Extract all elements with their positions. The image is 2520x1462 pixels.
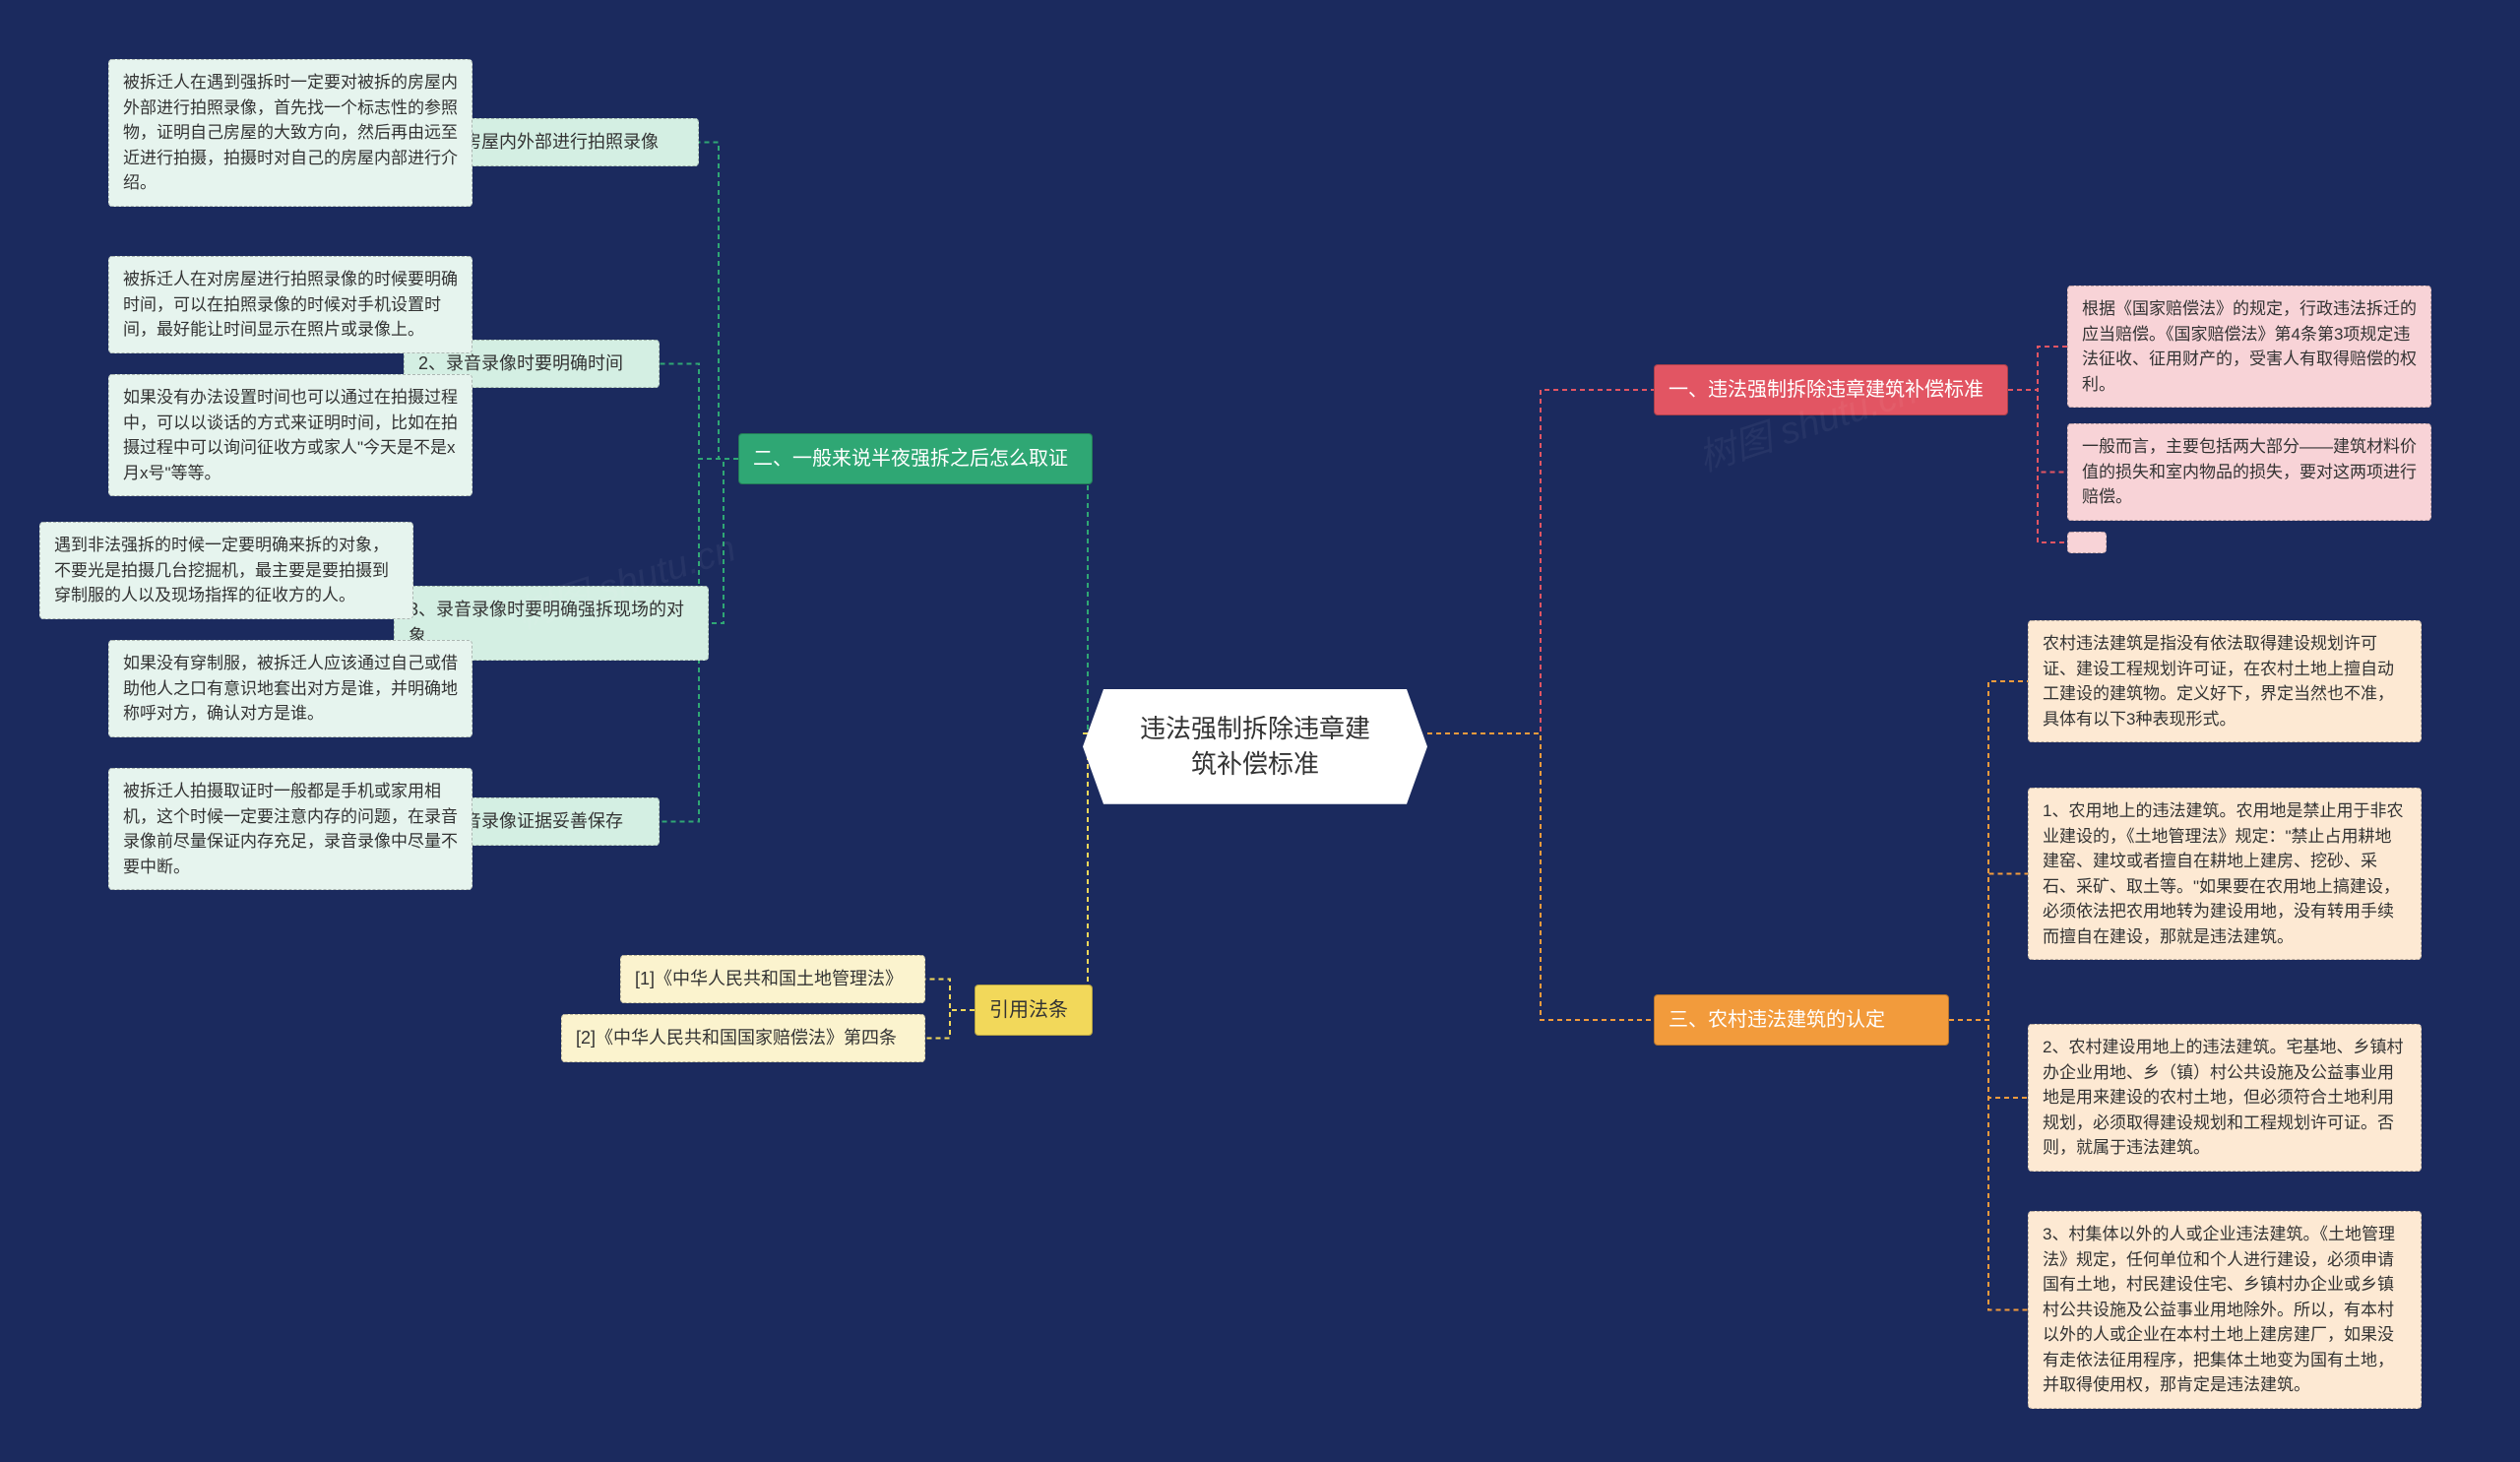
branch-b1: 一、违法强制拆除违章建筑补偿标准 [1654,364,2008,415]
central-label: 违法强制拆除违章建筑补偿标准 [1140,714,1370,779]
branch-b4: 引用法条 [975,985,1093,1036]
leaf-b3-1: 1、农用地上的违法建筑。农用地是禁止用于非农业建设的，《土地管理法》规定："禁止… [2028,788,2422,960]
leaf-b1-1: 一般而言，主要包括两大部分——建筑材料价值的损失和室内物品的损失，要对这两项进行… [2067,423,2431,521]
leaf-b2-2-1: 如果没有穿制服，被拆迁人应该通过自己或借助他人之口有意识地套出对方是谁，并明确地… [108,640,472,737]
leaf-b2-1-0: 被拆迁人在对房屋进行拍照录像的时候要明确时间，可以在拍照录像的时候对手机设置时间… [108,256,472,353]
leaf-b2-1-1: 如果没有办法设置时间也可以通过在拍摄过程中，可以以谈话的方式来证明时间，比如在拍… [108,374,472,496]
leaf-b2-0-0: 被拆迁人在遇到强拆时一定要对被拆的房屋内外部进行拍照录像，首先找一个标志性的参照… [108,59,472,207]
leaf-b1-2 [2067,532,2107,553]
leaf-b3-3: 3、村集体以外的人或企业违法建筑。《土地管理法》规定，任何单位和个人进行建设，必… [2028,1211,2422,1409]
leaf-b2-2-0: 遇到非法强拆的时候一定要明确来拆的对象，不要光是拍摄几台挖掘机，最主要是要拍摄到… [39,522,413,619]
leaf-b1-0: 根据《国家赔偿法》的规定，行政违法拆迁的应当赔偿。《国家赔偿法》第4条第3项规定… [2067,286,2431,408]
leaf-b3-0: 农村违法建筑是指没有依法取得建设规划许可证、建设工程规划许可证，在农村土地上擅自… [2028,620,2422,742]
branch-b2: 二、一般来说半夜强拆之后怎么取证 [738,433,1093,484]
sub-b4-1: [2]《中华人民共和国国家赔偿法》第四条 [561,1014,925,1062]
leaf-b3-2: 2、农村建设用地上的违法建筑。宅基地、乡镇村办企业用地、乡（镇）村公共设施及公益… [2028,1024,2422,1172]
leaf-b2-3-0: 被拆迁人拍摄取证时一般都是手机或家用相机，这个时候一定要注意内存的问题，在录音录… [108,768,472,890]
central-node: 违法强制拆除违章建筑补偿标准 [1083,689,1427,804]
branch-b3: 三、农村违法建筑的认定 [1654,994,1949,1046]
sub-b4-0: [1]《中华人民共和国土地管理法》 [620,955,925,1003]
